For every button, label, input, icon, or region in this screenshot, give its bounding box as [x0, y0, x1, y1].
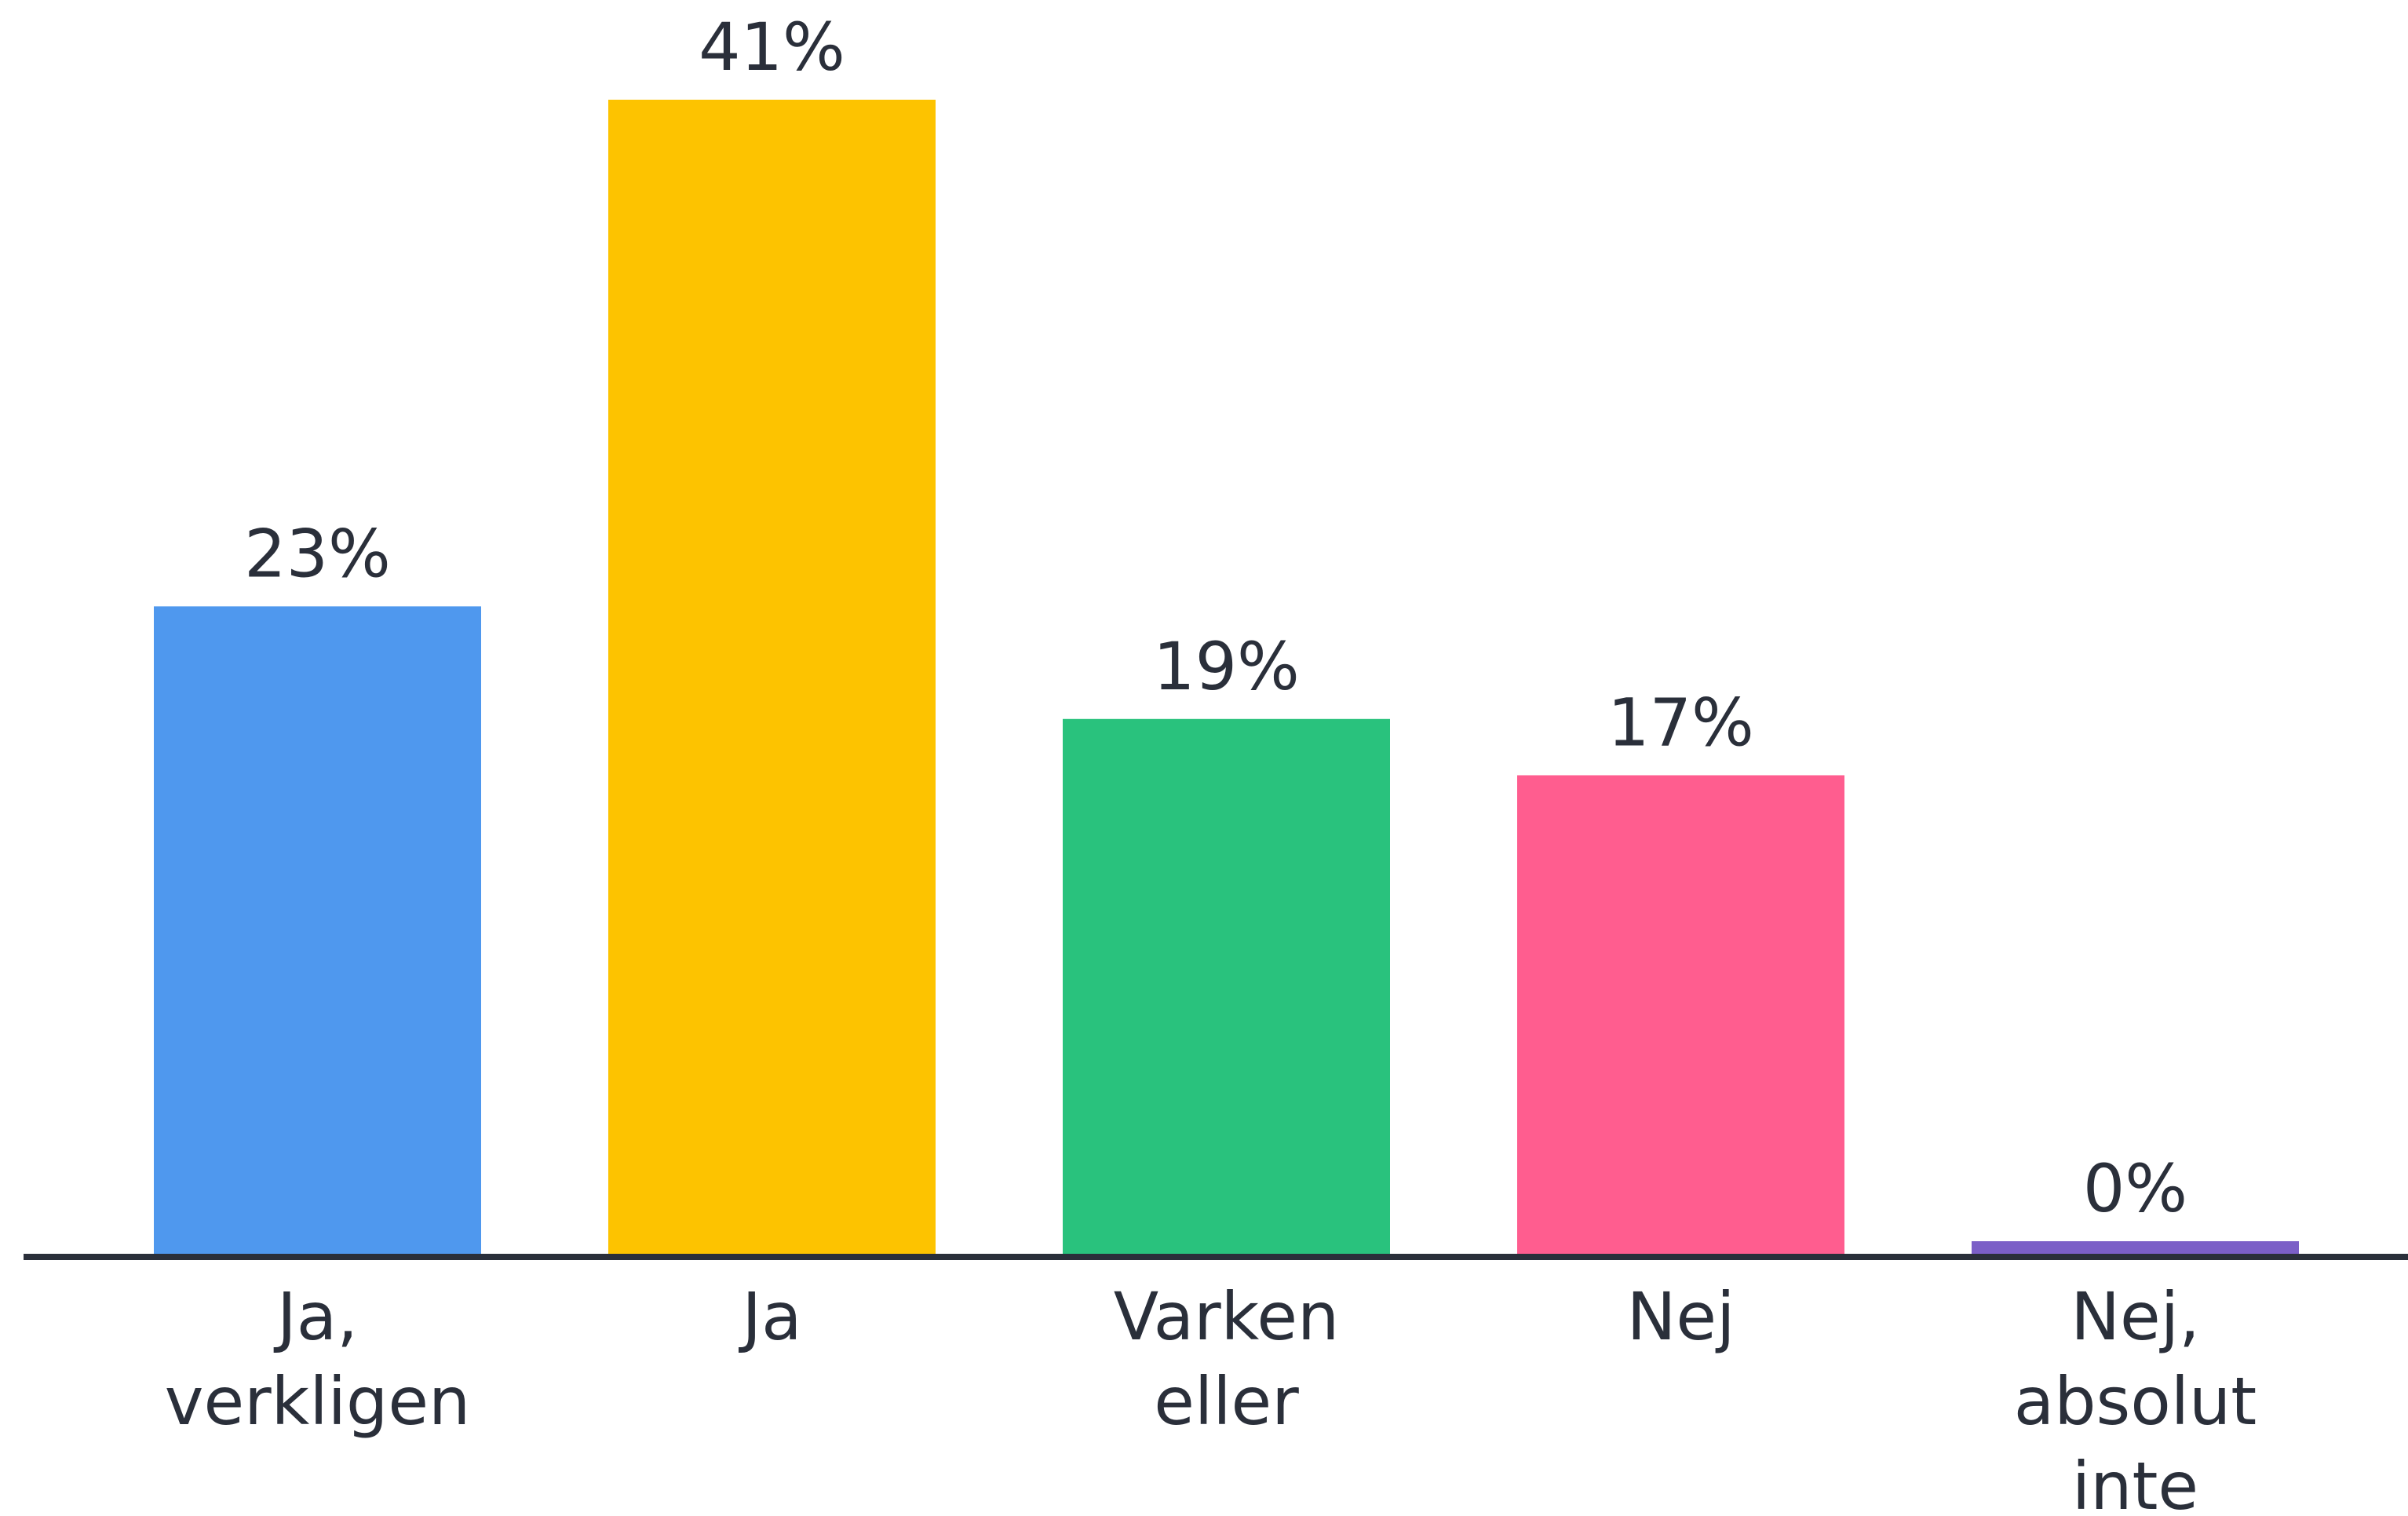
bar: [1972, 1241, 2299, 1254]
x-tick-label: Nej: [1627, 1278, 1735, 1355]
bar: [1517, 775, 1844, 1254]
x-tick-label: eller: [1154, 1363, 1299, 1440]
value-label: 41%: [699, 9, 845, 86]
bar: [154, 606, 481, 1254]
x-tick-label: Varken: [1114, 1278, 1340, 1355]
value-label: 19%: [1153, 628, 1300, 705]
x-tick-label: Ja: [738, 1278, 801, 1355]
value-label: 23%: [244, 515, 391, 592]
x-tick-label: absolut: [2014, 1363, 2257, 1440]
x-tick-label: verkligen: [165, 1363, 470, 1440]
bar: [1063, 718, 1390, 1254]
value-label: 17%: [1607, 684, 1754, 761]
x-tick-label: Ja,: [273, 1278, 358, 1355]
x-tick-label: inte: [2072, 1448, 2198, 1516]
x-tick-label: Nej,: [2071, 1278, 2200, 1355]
bar: [608, 100, 936, 1254]
value-label: 0%: [2083, 1150, 2187, 1227]
